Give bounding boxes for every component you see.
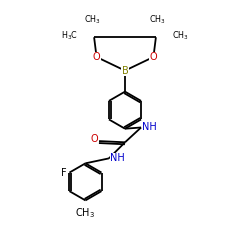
Text: B: B (122, 66, 128, 76)
Text: CH$_3$: CH$_3$ (172, 30, 189, 42)
Text: CH$_3$: CH$_3$ (84, 14, 101, 26)
Text: O: O (150, 52, 157, 62)
Text: CH$_3$: CH$_3$ (149, 14, 166, 26)
Text: H$_3$C: H$_3$C (61, 30, 78, 42)
Text: CH$_3$: CH$_3$ (76, 206, 96, 220)
Text: F: F (61, 168, 67, 177)
Text: O: O (93, 52, 100, 62)
Text: NH: NH (142, 122, 157, 132)
Text: O: O (90, 134, 98, 143)
Text: NH: NH (110, 153, 125, 164)
